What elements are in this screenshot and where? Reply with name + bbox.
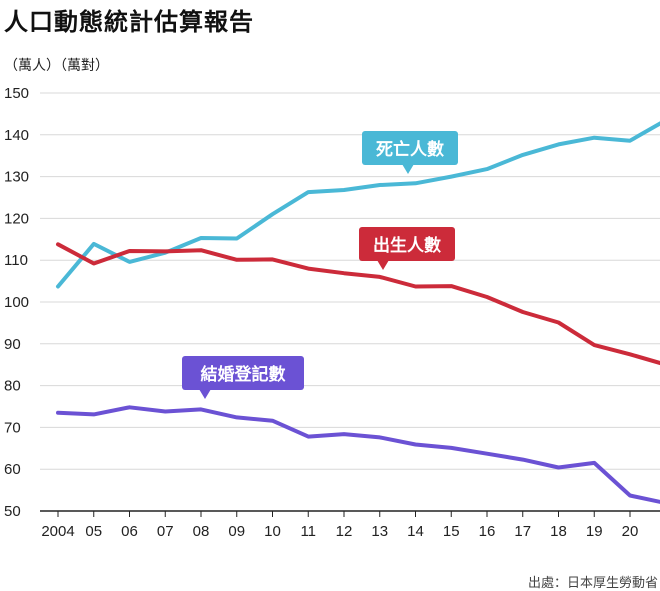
y-tick-label: 120 — [4, 210, 29, 227]
x-tick-label: 17 — [514, 523, 531, 540]
x-tick-label: 07 — [157, 523, 174, 540]
x-tick-label: 14 — [407, 523, 424, 540]
y-tick-label: 100 — [4, 294, 29, 311]
callout-box — [362, 131, 458, 165]
source-note: 出處：日本厚生勞動省 — [528, 576, 659, 591]
x-tick-label: 2004 — [41, 523, 74, 540]
x-tick-label: 06 — [121, 523, 138, 540]
x-tick-label: 20 — [622, 523, 639, 540]
y-tick-label: 130 — [4, 169, 29, 186]
x-tick-label: 08 — [193, 523, 210, 540]
y-axis-tick-labels: 50 60 70 80 90 100 110 120 130 140 150 — [4, 85, 29, 520]
x-tick-label: 12 — [336, 523, 353, 540]
series-name-label: 結婚登記數 — [201, 364, 286, 385]
y-axis-unit-label: （萬人）（萬對） — [4, 58, 109, 74]
y-tick-label: 80 — [4, 378, 21, 395]
series-line-3 — [56, 405, 660, 504]
callout-pointer — [402, 164, 414, 174]
x-tick-label: 15 — [443, 523, 460, 540]
y-tick-label: 50 — [4, 503, 21, 520]
x-axis-tick-labels: 2004 05 06 07 08 09 10 11 12 13 14 15 16 17 18 19 20 — [41, 523, 638, 540]
x-tick-label: 13 — [371, 523, 388, 540]
series-name-label: 出生人數 — [373, 235, 441, 256]
y-tick-label: 140 — [4, 127, 29, 144]
callout-2: 出生人數 — [359, 227, 455, 270]
x-tick-label: 10 — [264, 523, 281, 540]
x-tick-label: 16 — [479, 523, 496, 540]
callout-pointer — [199, 389, 211, 399]
x-tick-label: 18 — [550, 523, 567, 540]
x-tick-label: 11 — [300, 523, 316, 540]
page-title: 人口動態統計估算報告 — [4, 8, 254, 36]
x-axis-ticks — [57, 511, 631, 517]
callout-1: 死亡人數 — [362, 131, 458, 174]
callout-3: 結婚登記數 — [182, 356, 304, 399]
series-name-label: 死亡人數 — [376, 139, 444, 160]
y-tick-label: 60 — [4, 461, 21, 478]
series-lines — [56, 121, 660, 504]
x-tick-label: 09 — [228, 523, 245, 540]
y-tick-label: 70 — [4, 419, 21, 436]
callout-box — [182, 356, 304, 390]
x-tick-label: 05 — [85, 523, 102, 540]
series-line-2 — [56, 242, 660, 366]
series-line-1 — [56, 121, 660, 289]
grid-lines — [40, 92, 660, 512]
y-tick-label: 110 — [4, 252, 28, 269]
y-tick-label: 90 — [4, 336, 21, 353]
y-tick-label: 150 — [4, 85, 29, 102]
callout-pointer — [377, 260, 389, 270]
callout-box — [359, 227, 455, 261]
x-tick-label: 19 — [586, 523, 603, 540]
